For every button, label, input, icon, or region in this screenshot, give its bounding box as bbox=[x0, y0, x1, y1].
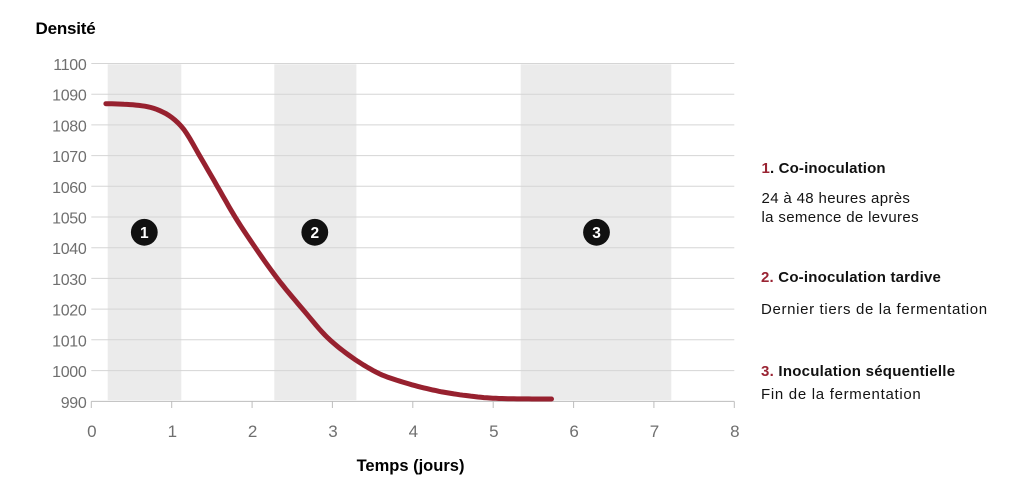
svg-text:Temps (jours): Temps (jours) bbox=[357, 457, 465, 475]
svg-text:1000: 1000 bbox=[52, 364, 87, 381]
svg-text:8: 8 bbox=[730, 422, 739, 441]
svg-text:2: 2 bbox=[310, 225, 319, 242]
svg-text:0: 0 bbox=[87, 422, 96, 441]
svg-text:1030: 1030 bbox=[52, 272, 87, 289]
svg-text:3: 3 bbox=[592, 225, 601, 242]
svg-text:1020: 1020 bbox=[52, 303, 87, 320]
svg-text:1100: 1100 bbox=[53, 57, 87, 74]
svg-text:1080: 1080 bbox=[52, 118, 87, 135]
svg-text:3: 3 bbox=[328, 422, 337, 441]
svg-text:1: 1 bbox=[140, 225, 149, 242]
svg-text:7: 7 bbox=[650, 422, 659, 441]
svg-text:4: 4 bbox=[409, 422, 418, 441]
svg-text:1050: 1050 bbox=[52, 211, 87, 228]
svg-text:5: 5 bbox=[489, 422, 498, 441]
svg-text:1070: 1070 bbox=[52, 149, 87, 166]
svg-text:1: 1 bbox=[168, 422, 177, 441]
svg-text:6: 6 bbox=[569, 422, 578, 441]
svg-text:1010: 1010 bbox=[52, 333, 87, 350]
svg-text:990: 990 bbox=[61, 395, 87, 412]
svg-text:1060: 1060 bbox=[52, 180, 87, 197]
svg-text:2: 2 bbox=[248, 422, 257, 441]
svg-text:1090: 1090 bbox=[52, 88, 87, 105]
svg-text:1040: 1040 bbox=[52, 241, 87, 258]
